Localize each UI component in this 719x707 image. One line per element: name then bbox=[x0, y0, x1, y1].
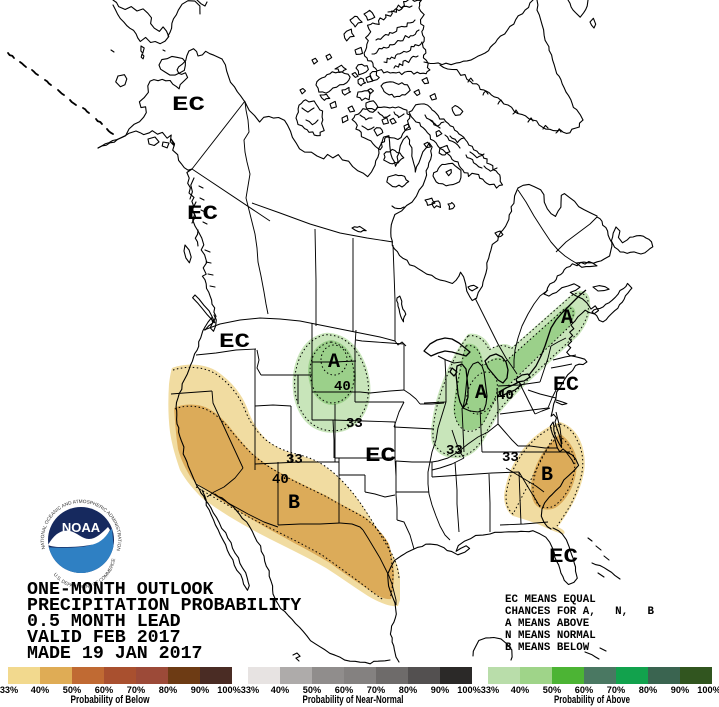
svg-text:40: 40 bbox=[334, 379, 351, 395]
svg-text:B: B bbox=[541, 464, 553, 487]
svg-text:CHANCES FOR A, N, B: CHANCES FOR A, N, B bbox=[505, 606, 655, 618]
svg-text:A: A bbox=[475, 382, 487, 405]
svg-text:33%: 33% bbox=[0, 685, 18, 695]
svg-text:90%: 90% bbox=[431, 685, 449, 695]
svg-text:EC: EC bbox=[219, 331, 250, 354]
svg-text:40%: 40% bbox=[271, 685, 289, 695]
svg-text:EC: EC bbox=[187, 203, 218, 226]
svg-text:40%: 40% bbox=[31, 685, 49, 695]
svg-text:VALID FEB 2017: VALID FEB 2017 bbox=[27, 628, 181, 648]
svg-text:33%: 33% bbox=[481, 685, 499, 695]
svg-text:A MEANS ABOVE: A MEANS ABOVE bbox=[505, 618, 590, 630]
svg-text:50%: 50% bbox=[303, 685, 321, 695]
svg-text:B MEANS BELOW: B MEANS BELOW bbox=[505, 642, 590, 654]
svg-text:Probability of Near-Normal: Probability of Near-Normal bbox=[303, 694, 404, 706]
svg-text:33: 33 bbox=[346, 416, 363, 432]
svg-text:40%: 40% bbox=[511, 685, 529, 695]
svg-text:Probability of Above: Probability of Above bbox=[554, 694, 630, 706]
svg-text:100%: 100% bbox=[697, 685, 719, 695]
svg-text:50%: 50% bbox=[543, 685, 561, 695]
svg-text:ONE-MONTH OUTLOOK: ONE-MONTH OUTLOOK bbox=[27, 580, 214, 600]
svg-text:80%: 80% bbox=[399, 685, 417, 695]
svg-text:B: B bbox=[288, 492, 300, 515]
svg-text:PRECIPITATION PROBABILITY: PRECIPITATION PROBABILITY bbox=[27, 596, 301, 616]
svg-text:N MEANS NORMAL: N MEANS NORMAL bbox=[505, 630, 596, 642]
svg-text:33: 33 bbox=[286, 452, 303, 468]
svg-text:60%: 60% bbox=[95, 685, 113, 695]
svg-text:70%: 70% bbox=[367, 685, 385, 695]
svg-text:60%: 60% bbox=[575, 685, 593, 695]
svg-text:80%: 80% bbox=[159, 685, 177, 695]
svg-text:Probability of Below: Probability of Below bbox=[71, 694, 150, 706]
svg-text:33: 33 bbox=[446, 443, 463, 459]
svg-text:100%: 100% bbox=[457, 685, 481, 695]
svg-text:60%: 60% bbox=[335, 685, 353, 695]
svg-text:50%: 50% bbox=[63, 685, 81, 695]
svg-text:A: A bbox=[328, 351, 340, 374]
svg-text:NOAA: NOAA bbox=[62, 520, 101, 535]
svg-text:33: 33 bbox=[502, 450, 519, 466]
svg-text:33%: 33% bbox=[241, 685, 259, 695]
svg-text:EC: EC bbox=[172, 94, 205, 117]
svg-text:90%: 90% bbox=[191, 685, 209, 695]
svg-text:70%: 70% bbox=[607, 685, 625, 695]
svg-text:100%: 100% bbox=[217, 685, 241, 695]
svg-text:40: 40 bbox=[272, 472, 289, 488]
svg-text:EC: EC bbox=[365, 445, 396, 468]
svg-text:MADE 19 JAN 2017: MADE 19 JAN 2017 bbox=[27, 644, 203, 664]
svg-text:0.5 MONTH LEAD: 0.5 MONTH LEAD bbox=[27, 612, 181, 632]
svg-text:80%: 80% bbox=[639, 685, 657, 695]
svg-text:70%: 70% bbox=[127, 685, 145, 695]
svg-text:EC: EC bbox=[549, 546, 578, 569]
svg-text:A: A bbox=[561, 307, 573, 330]
svg-text:90%: 90% bbox=[671, 685, 689, 695]
svg-text:EC: EC bbox=[553, 374, 579, 397]
svg-text:EC MEANS EQUAL: EC MEANS EQUAL bbox=[505, 594, 596, 606]
svg-text:40: 40 bbox=[497, 388, 514, 404]
